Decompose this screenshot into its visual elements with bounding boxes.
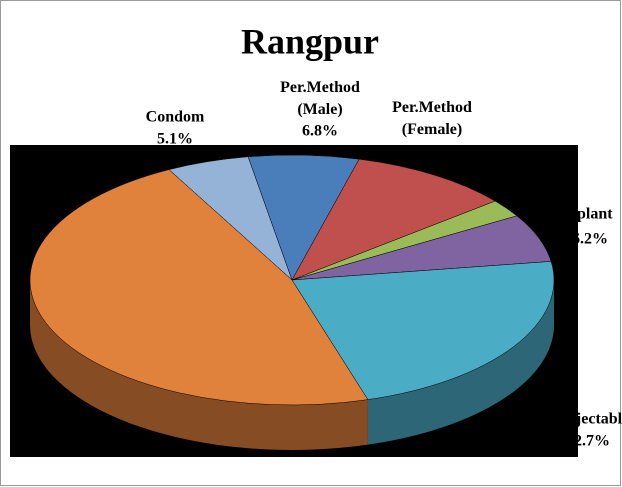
pie-slice bbox=[247, 154, 360, 281]
value-label: 6.2% bbox=[572, 231, 608, 248]
category-label: Per.Method (Female) bbox=[392, 99, 472, 138]
pie-slice bbox=[291, 158, 496, 281]
pie-slice bbox=[29, 169, 369, 406]
category-label: Condom bbox=[146, 109, 205, 126]
value-label: 6.8% bbox=[302, 123, 338, 140]
pie-side bbox=[30, 280, 368, 450]
pie-slice bbox=[291, 261, 555, 400]
value-label: 5.1% bbox=[157, 131, 193, 148]
chart-title: Rangpur bbox=[241, 21, 379, 61]
category-label: Per.Method (Male) bbox=[280, 79, 360, 118]
pie-side bbox=[367, 280, 554, 445]
